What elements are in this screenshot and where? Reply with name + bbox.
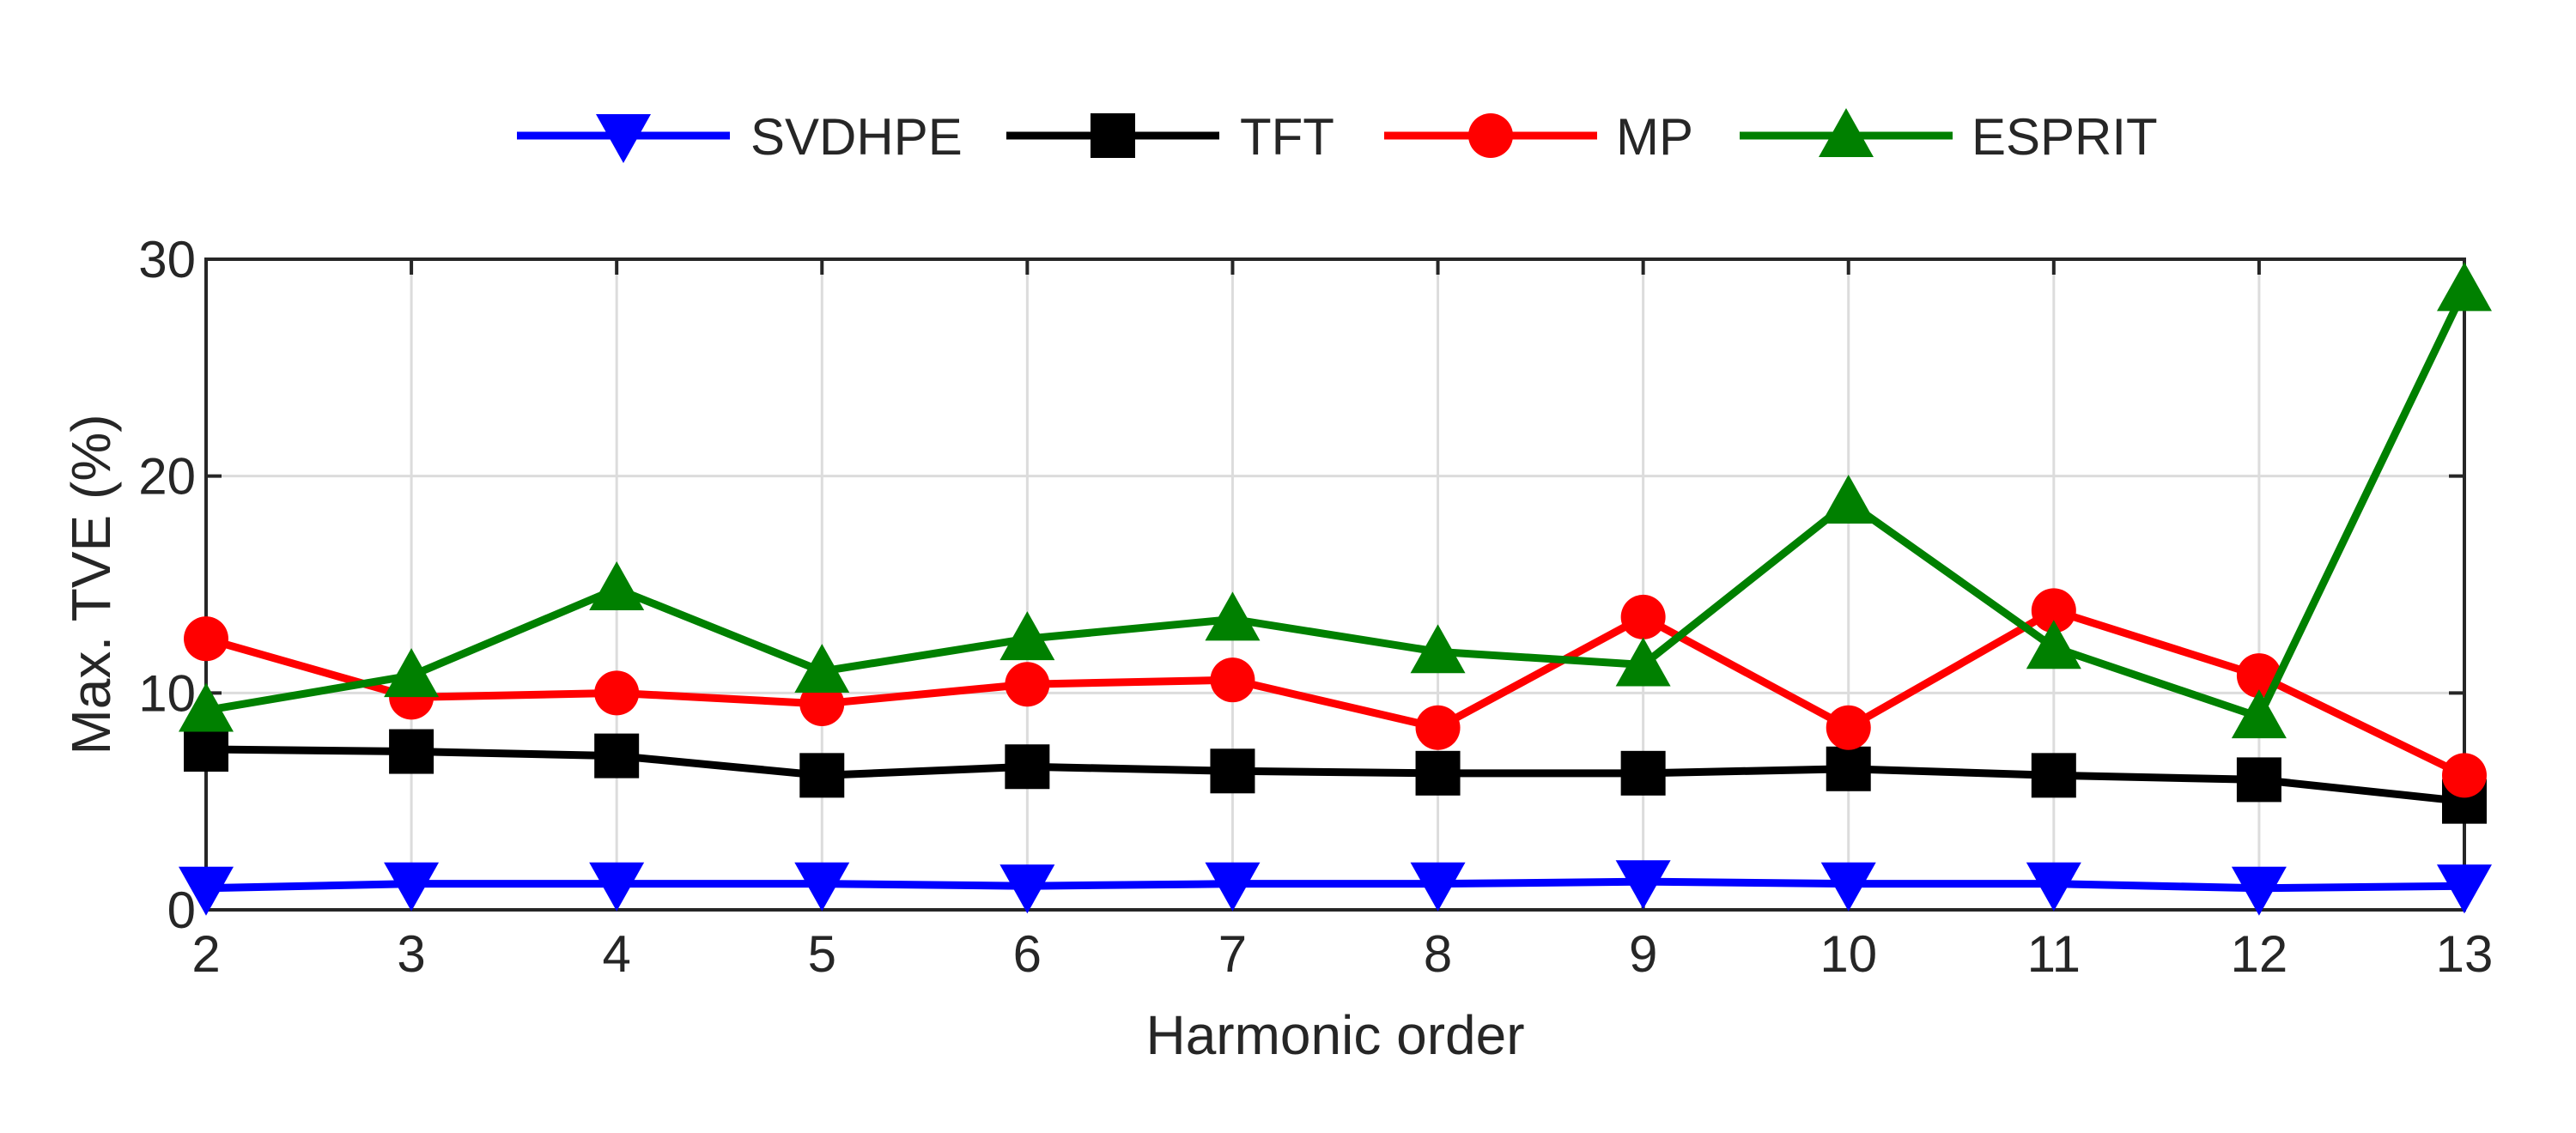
data-point-svdhpe: [179, 866, 234, 916]
data-point-esprit: [179, 682, 234, 732]
data-point-tft: [1210, 748, 1255, 794]
legend-item-svdhpe: SVDHPE: [517, 108, 963, 166]
data-point-mp: [1005, 662, 1050, 707]
series-mp: [184, 588, 2487, 798]
x-tick-label: 5: [808, 925, 836, 983]
x-tick-label: 7: [1218, 925, 1247, 983]
data-point-tft: [2236, 757, 2281, 803]
x-tick-label: 8: [1424, 925, 1452, 983]
data-point-mp: [1620, 594, 1666, 639]
x-tick-label: 2: [191, 925, 220, 983]
data-point-mp: [1210, 657, 1255, 703]
x-tick-label: 12: [2231, 925, 2288, 983]
y-axis-label: Max. TVE (%): [60, 414, 122, 754]
data-point-svdhpe: [2026, 862, 2081, 912]
legend-marker-esprit: [1819, 108, 1874, 157]
data-point-svdhpe: [2231, 866, 2287, 916]
data-point-esprit: [2437, 262, 2492, 312]
data-point-svdhpe: [1410, 862, 1466, 912]
data-point-esprit: [589, 561, 645, 611]
data-point-tft: [1620, 750, 1666, 796]
series-svdhpe: [179, 860, 2492, 916]
series-line-svdhpe: [205, 877, 2465, 893]
data-point-esprit: [1205, 591, 1261, 641]
x-tick-label: 9: [1629, 925, 1657, 983]
data-point-esprit: [1410, 624, 1466, 674]
legend-marker-svdhpe: [596, 114, 651, 163]
plot-frame: [204, 258, 2466, 912]
legend-marker-mp: [1468, 113, 1513, 158]
x-tick-label: 13: [2436, 925, 2494, 983]
data-point-mp: [2442, 753, 2487, 798]
data-point-esprit: [2026, 620, 2081, 670]
data-point-svdhpe: [2437, 864, 2492, 914]
series-tft: [184, 727, 2487, 824]
data-point-svdhpe: [999, 864, 1055, 914]
legend-label-esprit: ESPRIT: [1971, 108, 2158, 166]
data-point-mp: [1826, 705, 1871, 750]
data-point-esprit: [999, 611, 1055, 661]
data-point-tft: [594, 733, 640, 779]
data-point-esprit: [794, 644, 850, 694]
data-point-svdhpe: [1205, 862, 1261, 912]
legend-label-mp: MP: [1616, 108, 1693, 166]
data-point-esprit: [1615, 637, 1671, 687]
data-point-tft: [1415, 750, 1461, 796]
data-point-tft: [389, 729, 434, 774]
y-tick-label: 10: [138, 664, 196, 722]
y-tick-label: 30: [138, 231, 196, 288]
data-point-esprit: [1820, 474, 1876, 524]
data-point-svdhpe: [794, 862, 850, 912]
data-point-mp: [594, 670, 640, 716]
data-point-esprit: [384, 648, 440, 698]
x-tick-label: 10: [1820, 925, 1877, 983]
series-layer: [179, 262, 2492, 916]
legend-item-esprit: ESPRIT: [1740, 108, 2158, 166]
data-point-mp: [1415, 705, 1461, 750]
legend-marker-tft: [1091, 113, 1135, 158]
legend: SVDHPE TFT MP ESPRIT: [517, 108, 2158, 166]
x-axis-label: Harmonic order: [1145, 1004, 1524, 1066]
y-tick-label: 20: [138, 448, 196, 506]
legend-item-tft: TFT: [1006, 108, 1334, 166]
data-point-mp: [184, 616, 228, 662]
data-point-svdhpe: [384, 862, 440, 912]
data-point-svdhpe: [589, 862, 645, 912]
series-line-tft: [205, 745, 2465, 806]
data-point-mp: [2031, 588, 2076, 633]
tick-labels: 2 3 4 5 6 7 8 9 10 11 12 13 0 10 20 30: [138, 231, 2493, 983]
grid-lines: [206, 259, 2464, 910]
data-point-tft: [799, 753, 845, 798]
x-tick-label: 6: [1013, 925, 1042, 983]
legend-item-mp: MP: [1384, 108, 1693, 166]
legend-label-svdhpe: SVDHPE: [750, 108, 963, 166]
series-line-esprit: [205, 288, 2469, 721]
legend-label-tft: TFT: [1240, 108, 1334, 166]
x-tick-label: 4: [602, 925, 630, 983]
series-line-mp: [204, 606, 2466, 779]
x-tick-label: 3: [397, 925, 425, 983]
data-point-tft: [1826, 746, 1871, 791]
data-point-svdhpe: [1615, 860, 1671, 910]
data-point-tft: [1005, 744, 1050, 790]
y-tick-label: 0: [167, 882, 196, 939]
data-point-tft: [2031, 753, 2076, 798]
data-point-esprit: [2231, 689, 2287, 739]
series-esprit: [179, 262, 2492, 739]
axes: [204, 258, 2466, 912]
data-point-tft: [184, 727, 228, 772]
x-tick-label: 11: [2027, 925, 2081, 983]
data-point-svdhpe: [1820, 862, 1876, 912]
